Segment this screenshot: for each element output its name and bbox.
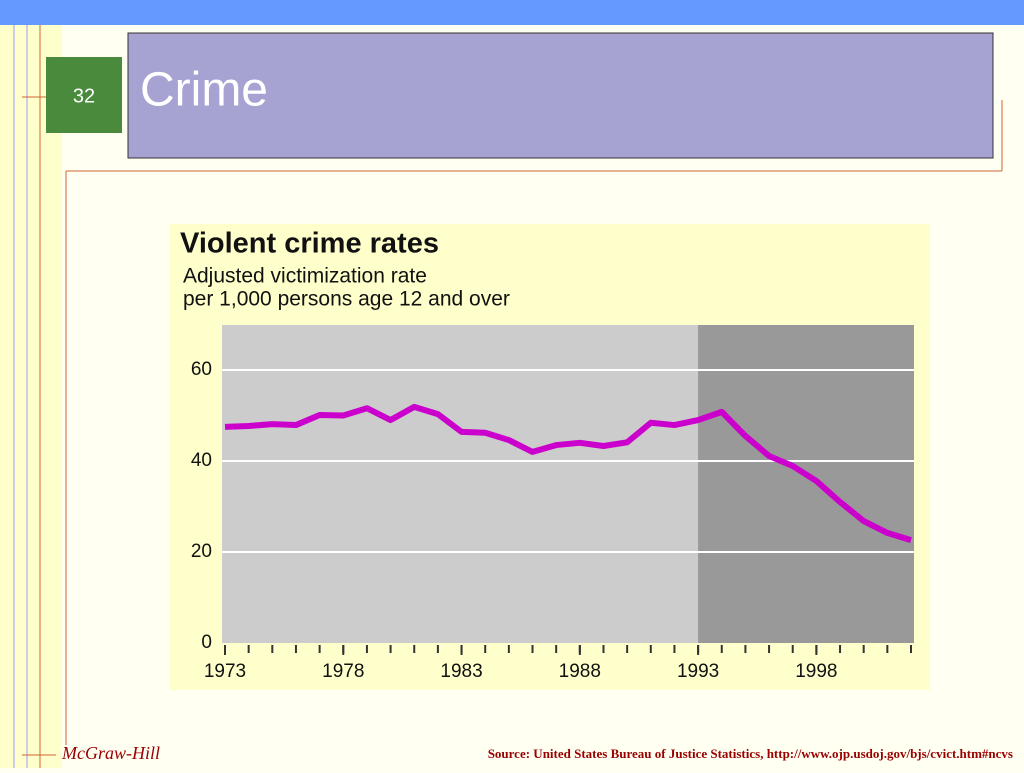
x-tick-label: 1993	[677, 661, 719, 682]
slide-number: 32	[73, 85, 95, 107]
top-band	[0, 0, 1024, 25]
x-tick-label: 1998	[795, 661, 837, 682]
chart-title: Violent crime rates	[180, 228, 439, 260]
y-tick-label: 40	[191, 450, 212, 471]
x-tick-label: 1988	[559, 661, 601, 682]
side-strip	[0, 25, 62, 768]
y-tick-label: 60	[191, 359, 212, 380]
x-tick-label: 1973	[204, 661, 246, 682]
source: Source: United States Bureau of Justice …	[488, 746, 1013, 761]
chart-subtitle: Adjusted victimization rate	[183, 265, 427, 288]
title-box	[127, 32, 994, 159]
chart-subtitle: per 1,000 persons age 12 and over	[183, 288, 510, 311]
x-tick-label: 1983	[440, 661, 482, 682]
y-tick-label: 20	[191, 541, 212, 562]
number-box	[46, 57, 122, 133]
shaded-period	[698, 325, 914, 643]
y-tick-label: 0	[201, 632, 212, 653]
x-tick-label: 1978	[322, 661, 364, 682]
publisher: McGraw-Hill	[61, 743, 160, 763]
data-line	[224, 403, 912, 544]
slide-title: Crime	[140, 64, 268, 117]
